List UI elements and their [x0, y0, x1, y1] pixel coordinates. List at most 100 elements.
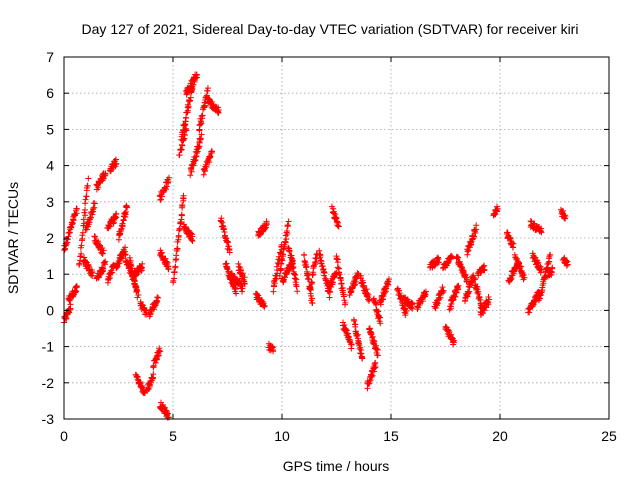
y-tick-label: 4: [46, 158, 54, 174]
data-point: [377, 314, 384, 321]
data-point: [537, 263, 544, 270]
data-point: [149, 375, 156, 382]
data-point: [334, 259, 341, 266]
data-point: [373, 307, 380, 314]
data-point: [486, 296, 493, 303]
data-point: [77, 253, 84, 260]
data-point: [371, 338, 378, 345]
data-point: [374, 352, 381, 359]
data-point: [471, 233, 478, 240]
y-tick-labels: -3 -2 -1 0 1 2 3 4 5 6 7: [42, 49, 55, 427]
data-point: [199, 112, 206, 119]
data-point: [122, 251, 129, 258]
data-point: [180, 127, 187, 134]
data-point: [294, 288, 301, 295]
data-point: [176, 226, 183, 233]
data-point: [165, 179, 172, 186]
data-point: [134, 294, 141, 301]
data-point: [192, 156, 199, 163]
data-point: [226, 249, 233, 256]
data-point: [218, 218, 225, 225]
data-point: [564, 261, 571, 268]
data-point: [342, 299, 349, 306]
data-point: [164, 410, 171, 417]
data-point: [373, 345, 380, 352]
data-point: [377, 299, 384, 306]
y-tick-label: 1: [46, 266, 54, 282]
data-point: [365, 291, 372, 298]
data-point: [215, 109, 222, 116]
data-point: [289, 264, 296, 271]
data-point: [153, 297, 160, 304]
data-point: [194, 74, 201, 81]
data-point: [544, 261, 551, 268]
data-point: [307, 285, 314, 292]
data-point: [481, 266, 488, 273]
data-point: [172, 263, 179, 270]
data-point: [561, 212, 568, 219]
y-tick-label: 0: [46, 302, 54, 318]
data-point: [100, 175, 107, 182]
data-point: [134, 373, 141, 380]
data-point: [198, 119, 205, 126]
data-point: [263, 221, 270, 228]
data-point: [562, 215, 569, 222]
data-point: [83, 193, 90, 200]
data-point: [285, 218, 292, 225]
data-point: [409, 305, 416, 312]
data-point: [520, 271, 527, 278]
data-point: [370, 295, 377, 302]
data-point: [494, 205, 501, 212]
data-point: [440, 287, 447, 294]
data-point: [112, 215, 119, 222]
data-point: [127, 262, 134, 269]
data-point: [135, 291, 142, 298]
data-point: [537, 292, 544, 299]
data-point: [372, 364, 379, 371]
data-point: [366, 378, 373, 385]
data-point: [282, 239, 289, 246]
data-point: [76, 260, 83, 267]
data-point: [351, 318, 358, 325]
data-point: [537, 291, 544, 298]
data-point: [113, 210, 120, 217]
data-point: [202, 167, 209, 174]
data-point: [323, 277, 330, 284]
data-point: [157, 348, 164, 355]
data-point: [189, 237, 196, 244]
data-points: [61, 71, 571, 421]
data-point: [409, 300, 416, 307]
x-tick-label: 15: [383, 428, 399, 444]
data-point: [364, 385, 371, 392]
data-point: [397, 293, 404, 300]
data-point: [163, 186, 170, 193]
data-point: [375, 313, 382, 320]
data-point: [162, 255, 169, 262]
data-point: [113, 161, 120, 168]
data-point: [379, 295, 386, 302]
data-point: [293, 276, 300, 283]
data-point: [206, 159, 213, 166]
data-point: [338, 280, 345, 287]
data-point: [232, 286, 239, 293]
x-tick-labels: 0 5 10 15 20 25: [60, 428, 617, 444]
data-point: [90, 208, 97, 215]
data-point: [102, 258, 109, 265]
x-tick-label: 20: [492, 428, 508, 444]
data-point: [163, 183, 170, 190]
data-point: [100, 247, 107, 254]
data-point: [104, 279, 111, 286]
data-point: [173, 252, 180, 259]
data-point: [83, 226, 90, 233]
data-point: [157, 196, 164, 203]
chart-title: Day 127 of 2021, Sidereal Day-to-day VTE…: [82, 21, 579, 37]
data-point: [124, 204, 131, 211]
data-point: [518, 263, 525, 270]
data-point: [355, 337, 362, 344]
data-point: [171, 275, 178, 282]
data-point: [200, 171, 207, 178]
data-point: [385, 276, 392, 283]
data-point: [541, 275, 548, 282]
data-point: [207, 153, 214, 160]
data-point: [110, 261, 117, 268]
